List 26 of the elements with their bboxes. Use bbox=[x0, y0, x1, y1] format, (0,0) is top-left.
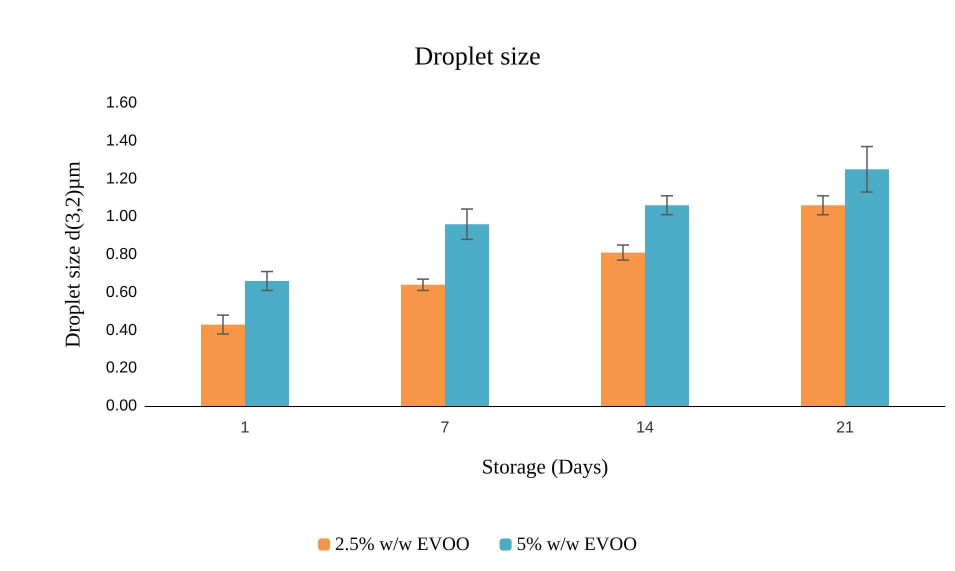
x-tick-label: 1 bbox=[240, 420, 250, 436]
bar bbox=[645, 205, 689, 406]
x-tick-label: 21 bbox=[836, 420, 854, 436]
y-tick-label: 0.20 bbox=[106, 360, 138, 377]
y-axis-title: Droplet size d(3,2)µm bbox=[60, 161, 84, 348]
bar bbox=[845, 169, 889, 406]
bar bbox=[201, 324, 245, 406]
bar bbox=[801, 205, 845, 406]
y-tick-label: 0.40 bbox=[106, 322, 138, 339]
legend-label: 2.5% w/w EVOO bbox=[335, 534, 470, 555]
bar bbox=[601, 252, 645, 406]
y-tick-label: 0.00 bbox=[106, 398, 138, 414]
y-tick-label: 0.60 bbox=[106, 284, 138, 301]
bar bbox=[245, 281, 289, 406]
y-tick-label: 1.60 bbox=[106, 94, 138, 112]
x-tick-label: 7 bbox=[440, 420, 450, 436]
y-tick-label: 1.20 bbox=[106, 170, 138, 188]
legend-label: 5% w/w EVOO bbox=[516, 534, 637, 555]
bar bbox=[445, 224, 489, 406]
bar bbox=[401, 284, 445, 406]
x-axis-title: Storage (Days) bbox=[482, 454, 608, 478]
y-tick-label: 0.80 bbox=[106, 246, 138, 263]
x-tick-label: 14 bbox=[636, 420, 654, 436]
chart-title: Droplet size bbox=[414, 42, 541, 70]
y-tick-label: 1.00 bbox=[106, 208, 138, 226]
y-tick-label: 1.40 bbox=[106, 132, 138, 150]
